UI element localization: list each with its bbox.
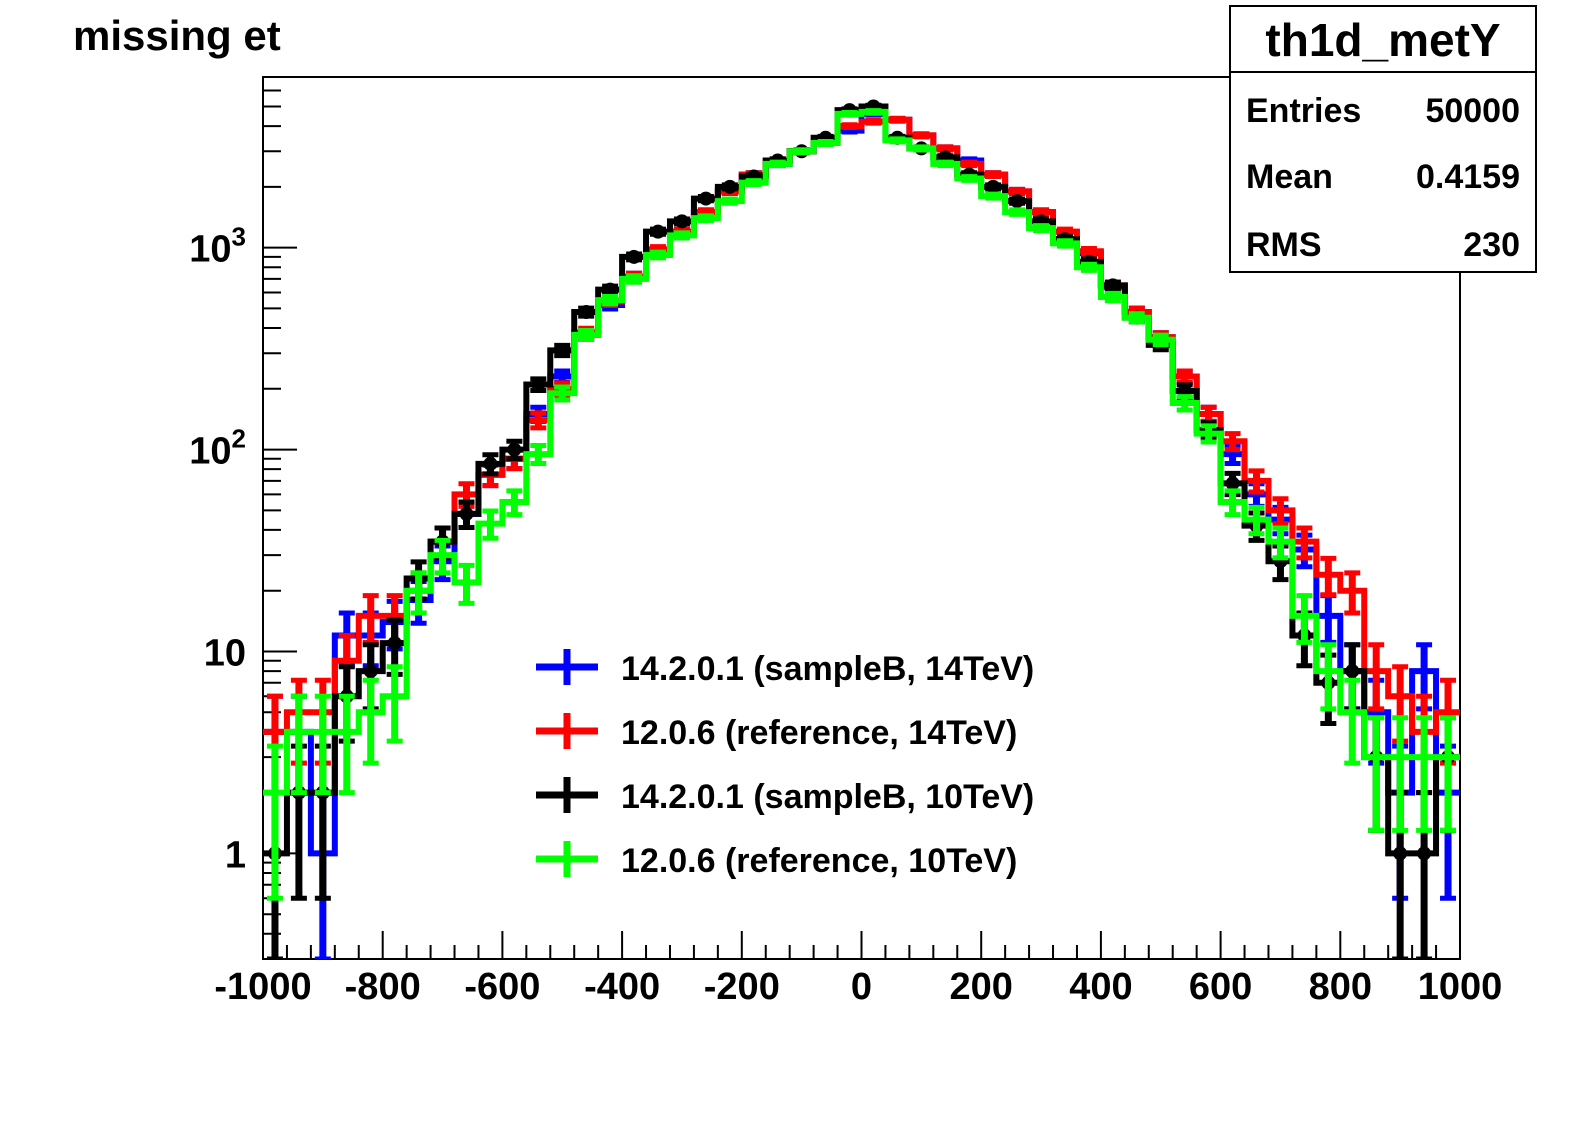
data-point bbox=[627, 249, 642, 264]
legend-entry-black: 14.2.0.1 (sampleB, 10TeV) bbox=[536, 777, 1034, 816]
legend-label-black: 14.2.0.1 (sampleB, 10TeV) bbox=[621, 778, 1034, 816]
y-axis-tick-labels: 1 10 102 103 bbox=[189, 222, 246, 877]
data-point bbox=[579, 305, 594, 320]
data-point bbox=[1105, 278, 1120, 293]
legend-label-red: 12.0.6 (reference, 14TeV) bbox=[621, 714, 1017, 752]
data-point bbox=[459, 506, 474, 521]
x-tick-label: 800 bbox=[1309, 966, 1372, 1008]
y-tick-label: 10 bbox=[204, 632, 246, 674]
legend-entry-green: 12.0.6 (reference, 10TeV) bbox=[536, 841, 1017, 880]
y-tick-label: 1 bbox=[225, 834, 246, 876]
data-point bbox=[651, 224, 666, 239]
x-axis-ticks bbox=[262, 931, 1461, 959]
data-point bbox=[483, 456, 498, 471]
x-tick-label: -400 bbox=[584, 966, 660, 1008]
data-point bbox=[986, 179, 1001, 194]
stats-entries-label: Entries bbox=[1246, 92, 1361, 130]
x-tick-label: 400 bbox=[1069, 966, 1132, 1008]
data-point bbox=[698, 191, 713, 206]
legend-entry-blue: 14.2.0.1 (sampleB, 14TeV) bbox=[536, 649, 1034, 688]
stats-rms-label: RMS bbox=[1246, 226, 1322, 264]
x-tick-label: 600 bbox=[1189, 966, 1252, 1008]
data-point bbox=[387, 636, 402, 651]
data-point bbox=[555, 343, 570, 358]
data-point bbox=[507, 442, 522, 457]
x-tick-label: -600 bbox=[464, 966, 540, 1008]
x-tick-label: -800 bbox=[345, 966, 421, 1008]
y-tick-label: 103 bbox=[189, 222, 246, 271]
data-point bbox=[1393, 846, 1408, 861]
x-tick-label: 0 bbox=[851, 966, 872, 1008]
stats-mean-label: Mean bbox=[1246, 158, 1333, 196]
data-point bbox=[1225, 476, 1240, 491]
legend-label-green: 12.0.6 (reference, 10TeV) bbox=[621, 842, 1017, 880]
legend: 14.2.0.1 (sampleB, 14TeV) 12.0.6 (refere… bbox=[536, 649, 1034, 880]
x-axis-tick-labels: -1000 -800 -600 -400 -200 0 200 400 600 800 1000 bbox=[214, 966, 1502, 1008]
data-point bbox=[1010, 194, 1025, 209]
chart-title: missing et bbox=[73, 12, 281, 59]
data-point bbox=[1345, 664, 1360, 679]
data-point bbox=[363, 664, 378, 679]
stats-box-name: th1d_metY bbox=[1265, 14, 1500, 66]
legend-entry-red: 12.0.6 (reference, 14TeV) bbox=[536, 713, 1017, 752]
stats-entries-value: 50000 bbox=[1425, 92, 1520, 130]
series-3 bbox=[263, 108, 1460, 901]
series-layer bbox=[263, 99, 1460, 959]
data-point bbox=[674, 214, 689, 229]
data-point bbox=[603, 282, 618, 297]
data-point bbox=[722, 179, 737, 194]
data-point bbox=[1417, 846, 1432, 861]
y-tick-label: 102 bbox=[189, 424, 246, 473]
x-tick-label: 1000 bbox=[1418, 966, 1503, 1008]
series-step-line bbox=[263, 108, 1460, 796]
stats-box-frame bbox=[1229, 5, 1537, 273]
stats-rms-value: 230 bbox=[1463, 226, 1520, 264]
x-tick-label: -200 bbox=[704, 966, 780, 1008]
x-tick-label: -1000 bbox=[214, 966, 311, 1008]
legend-label-blue: 14.2.0.1 (sampleB, 14TeV) bbox=[621, 650, 1034, 688]
stats-box: th1d_metY Entries 50000 Mean 0.4159 RMS … bbox=[1229, 5, 1537, 273]
data-point bbox=[531, 377, 546, 392]
stats-mean-value: 0.4159 bbox=[1416, 158, 1520, 196]
x-tick-label: 200 bbox=[949, 966, 1012, 1008]
